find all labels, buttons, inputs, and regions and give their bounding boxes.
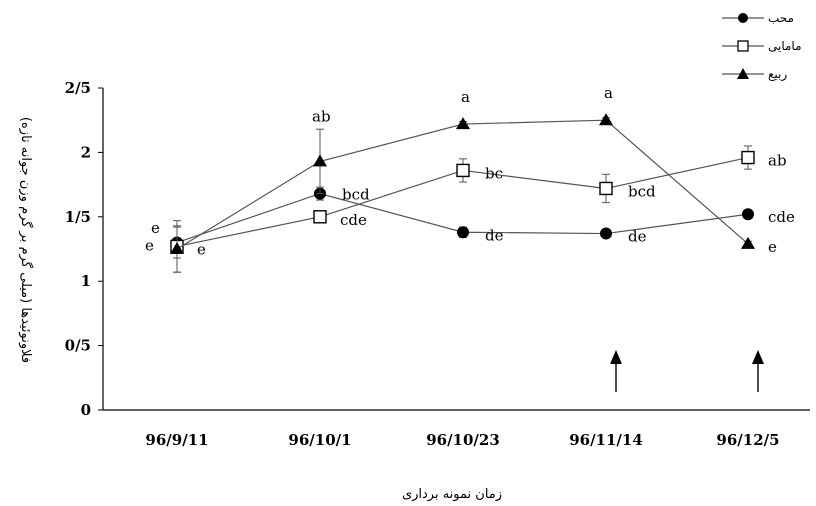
legend-item-3: ربیع xyxy=(722,67,787,82)
data-label: cde xyxy=(340,211,367,229)
up-arrow-icon xyxy=(752,350,764,392)
x-tick-label: 96/12/5 xyxy=(716,431,779,449)
data-point xyxy=(600,227,612,240)
legend-item-2: مامایی xyxy=(722,39,802,53)
x-tick-label: 96/9/11 xyxy=(145,431,208,449)
y-tick-label: 1 xyxy=(81,272,91,290)
x-tick-label: 96/10/1 xyxy=(288,431,351,449)
data-label: e xyxy=(151,219,160,237)
data-label: cde xyxy=(768,208,795,226)
data-point xyxy=(741,150,755,165)
data-label: bcd xyxy=(342,186,370,204)
data-label: bc xyxy=(485,164,503,182)
data-point xyxy=(599,181,613,196)
data-point xyxy=(742,208,754,221)
data-point xyxy=(741,236,755,249)
data-point xyxy=(170,242,184,254)
x-tick-label: 96/11/14 xyxy=(569,431,643,449)
data-point xyxy=(313,210,327,224)
data-point xyxy=(457,226,469,239)
legend: محب مامایی ربیع xyxy=(722,11,802,82)
series-3 xyxy=(170,113,755,273)
y-tick-label: 0/5 xyxy=(65,337,91,355)
up-arrow-icon xyxy=(610,350,622,392)
data-label: e xyxy=(145,237,154,255)
data-label: ab xyxy=(768,152,787,170)
arrow-head xyxy=(610,350,622,364)
data-labels: e bcd de de cde e cde bc bcd ab e ab a a e xyxy=(145,84,795,258)
data-label: e xyxy=(197,240,206,258)
data-point xyxy=(456,163,470,178)
annotation-arrows xyxy=(610,350,764,392)
legend-label: مامایی xyxy=(768,39,802,53)
data-label: bcd xyxy=(628,182,656,200)
data-point xyxy=(313,154,327,167)
legend-marker xyxy=(737,40,749,52)
x-axis-title: زمان نمونه برداری xyxy=(402,487,502,502)
series-2 xyxy=(170,145,755,273)
legend-label: ربیع xyxy=(768,67,787,82)
legend-marker xyxy=(738,13,748,23)
legend-label: محب xyxy=(768,11,794,25)
y-tick-label: 2/5 xyxy=(65,79,91,97)
series-group xyxy=(170,113,755,273)
tick-labels: 0 0/5 1 1/5 2 2/5 96/9/11 96/10/1 96/10/23 96/11/… xyxy=(65,79,780,449)
legend-marker xyxy=(737,68,749,79)
x-tick-label: 96/10/23 xyxy=(426,431,500,449)
data-label: a xyxy=(461,88,470,106)
axes xyxy=(98,87,810,411)
y-tick-label: 0 xyxy=(81,401,91,419)
data-label: ab xyxy=(312,107,331,125)
arrow-head xyxy=(752,350,764,364)
series-1 xyxy=(171,186,754,259)
data-label: de xyxy=(485,226,504,244)
data-point xyxy=(599,113,613,126)
data-label: de xyxy=(628,228,647,246)
legend-item-1: محب xyxy=(722,11,794,25)
data-label: a xyxy=(604,84,613,102)
data-point xyxy=(456,117,470,130)
y-tick-label: 2 xyxy=(81,143,91,161)
y-axis-title: فلاونوئیدها (میلی گرم بر گرم وزن جوانه ت… xyxy=(18,117,34,363)
data-label: e xyxy=(768,238,777,256)
y-tick-label: 1/5 xyxy=(65,208,91,226)
